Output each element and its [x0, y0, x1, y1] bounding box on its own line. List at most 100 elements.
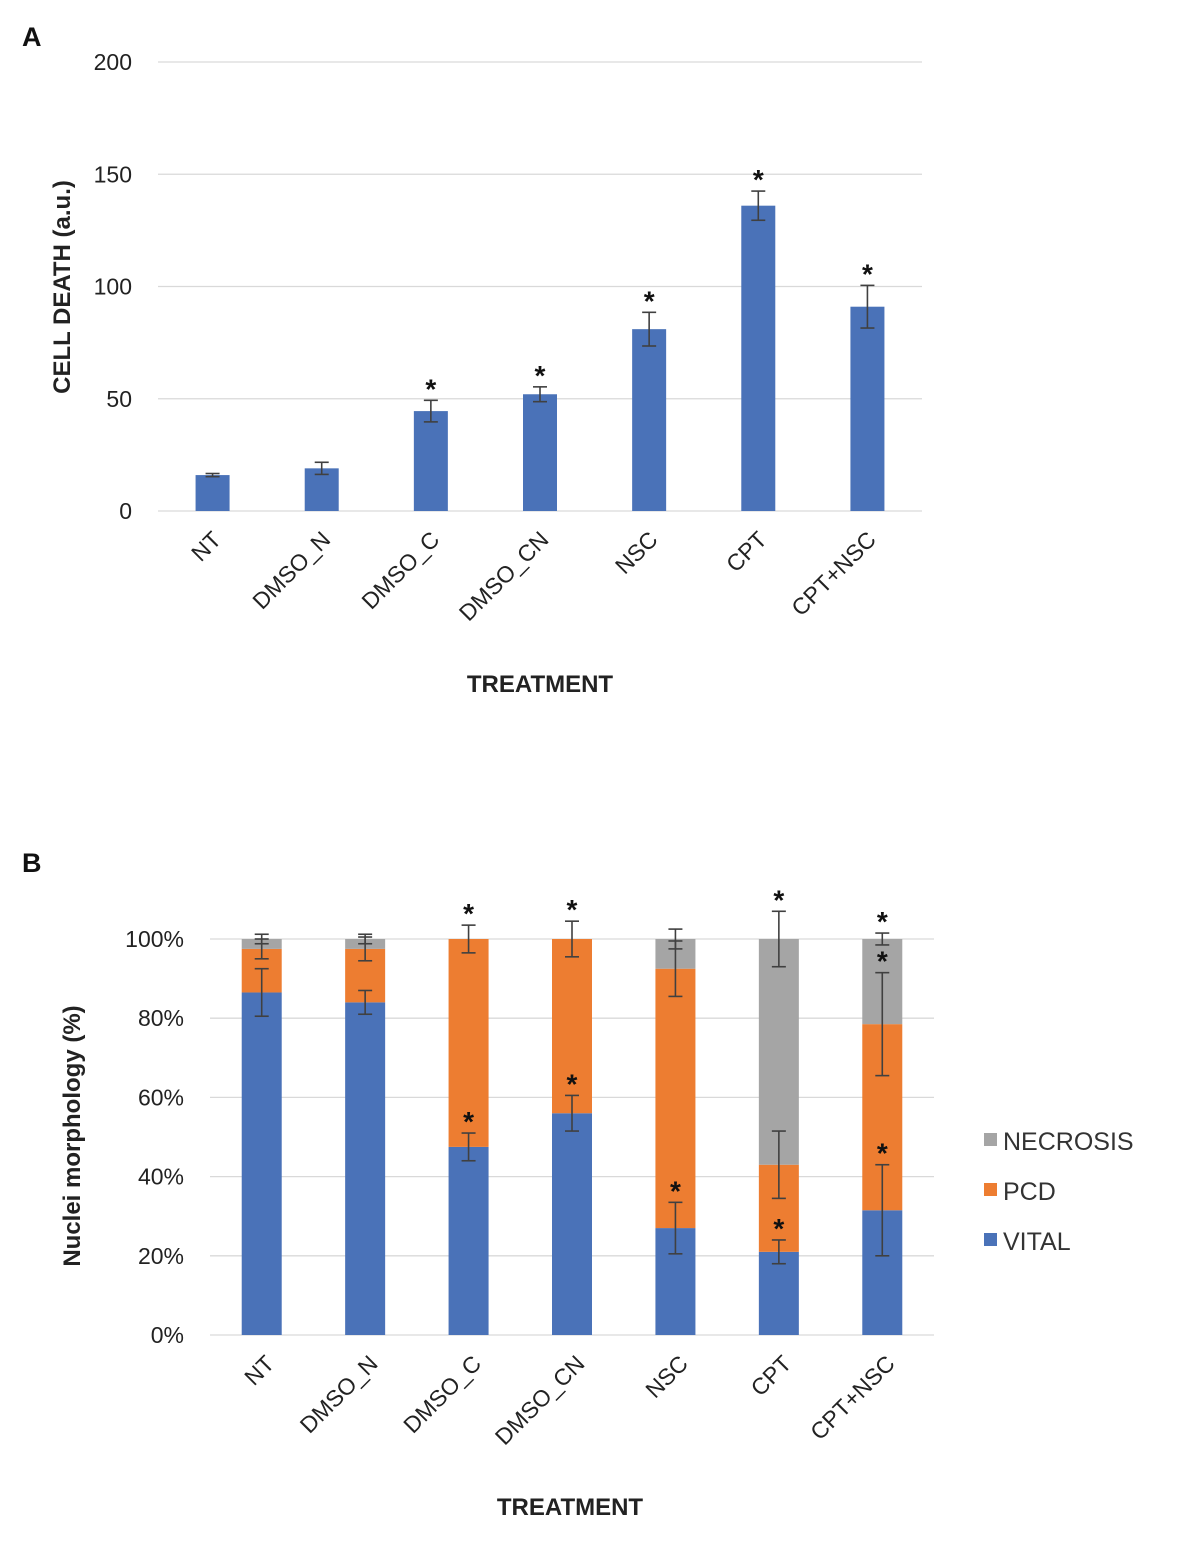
panel-b-y-tick-60: 60%	[138, 1084, 184, 1110]
panel-a-error-nsc	[642, 311, 657, 347]
panel-a-error-dmso-c	[423, 399, 438, 423]
legend-item-vital: VITAL	[984, 1228, 1071, 1256]
panel-a-bar-dmso-c	[413, 411, 448, 511]
panel-b-error-nsc-vital	[668, 1201, 683, 1255]
panel-a-y-tick-100: 100	[94, 274, 132, 300]
panel-a-gridlines	[158, 61, 922, 512]
panel-b-bar-dmso-cn-vital	[552, 1113, 592, 1335]
legend-label-necrosis: NECROSIS	[1003, 1128, 1134, 1156]
panel-b-error-dmso-c-pcd	[461, 924, 476, 954]
panel-b-error-cpt-pcd	[771, 1130, 786, 1200]
panel-b-y-tick-0: 0%	[151, 1322, 184, 1348]
panel-b-error-cpt-nsc-necrosis	[875, 932, 890, 946]
panel-a-error-cpt-nsc	[860, 284, 875, 329]
panel-b-y-tick-40: 40%	[138, 1164, 184, 1190]
panel-a-bar-nt	[195, 475, 230, 511]
panel-b-error-nsc-necrosis	[668, 928, 683, 950]
panel-a-x-tick-cpt: CPT	[721, 526, 772, 577]
panel-a-y-ticks: 0 50 100 150 200	[94, 49, 132, 524]
panel-b-star-cpt-nsc-necrosis: *	[877, 906, 888, 937]
panel-b-bar-dmso-c-vital	[448, 1146, 489, 1335]
panel-b-error-dmso-cn-vital	[565, 1094, 579, 1132]
legend-item-pcd: PCD	[984, 1178, 1056, 1206]
panel-b-bar-dmso-c-pcd	[448, 939, 489, 1147]
panel-a-error-cpt	[751, 190, 766, 222]
panel-a-error-nt	[205, 472, 220, 478]
panel-b-x-tick-nsc: NSC	[640, 1350, 693, 1403]
panel-b-star-nsc-vital: *	[670, 1175, 681, 1206]
panel-b-bar-dmso-cn-pcd	[552, 939, 592, 1114]
panel-a-error-dmso-cn	[533, 386, 547, 403]
panel-b-star-dmso-c-pcd: *	[463, 898, 474, 929]
panel-b-error-bars	[254, 910, 890, 1265]
panel-a-chart: A 0 50 100 150 200 * * * * * NT DMSO_N DMSO_C DMSO_…	[22, 22, 922, 698]
panel-b-star-dmso-c-vital: *	[463, 1106, 474, 1137]
panel-b-error-dmso-cn-pcd	[565, 920, 579, 958]
panel-a-star-dmso-c: *	[425, 373, 436, 404]
panel-a-bar-nsc	[632, 329, 667, 511]
panel-b-y-tick-80: 80%	[138, 1005, 184, 1031]
panel-a-x-tick-dmso-cn: DMSO_CN	[454, 526, 554, 626]
panel-a-bars	[195, 205, 885, 511]
panel-b-error-dmso-n-vital	[358, 989, 373, 1016]
panel-a-letter: A	[22, 22, 42, 52]
panel-a-y-tick-200: 200	[94, 49, 132, 75]
legend-swatch-necrosis	[984, 1133, 997, 1146]
panel-a-bar-dmso-n	[304, 468, 339, 511]
panel-b-y-axis-title: Nuclei morphology (%)	[59, 1005, 86, 1266]
panel-b-star-cpt-nsc-pcd: *	[877, 946, 888, 977]
panel-a-x-tick-dmso-n: DMSO_N	[247, 526, 335, 614]
panel-b-x-tick-dmso-cn: DMSO_CN	[490, 1350, 590, 1450]
panel-b-letter: B	[22, 848, 42, 878]
panel-b-x-tick-cpt-nsc: CPT+NSC	[805, 1350, 900, 1445]
panel-b-error-nt-vital	[254, 967, 269, 1018]
panel-b-legend: NECROSIS PCD VITAL	[984, 1128, 1134, 1256]
panel-b-x-tick-cpt: CPT	[745, 1350, 796, 1401]
panel-a-x-ticks: NT DMSO_N DMSO_C DMSO_CN NSC CPT CPT+NSC	[186, 526, 881, 626]
panel-b-y-ticks: 0% 20% 40% 60% 80% 100%	[125, 926, 184, 1348]
panel-b-x-ticks: NT DMSO_N DMSO_C DMSO_CN NSC CPT CPT+NSC	[239, 1350, 900, 1450]
panel-a-y-axis-title: CELL DEATH (a.u.)	[49, 180, 76, 394]
panel-a-y-tick-150: 150	[94, 161, 132, 187]
legend-item-necrosis: NECROSIS	[984, 1128, 1134, 1156]
legend-swatch-vital	[984, 1233, 997, 1246]
panel-a-x-tick-nsc: NSC	[610, 526, 663, 579]
panel-b-star-cpt-nsc-vital: *	[877, 1138, 888, 1169]
panel-a-y-tick-50: 50	[106, 386, 132, 412]
panel-b-star-cpt-vital: *	[773, 1213, 784, 1244]
panel-a-x-axis-title: TREATMENT	[467, 671, 614, 698]
panel-b-error-cpt-nsc-pcd	[875, 971, 890, 1077]
panel-a-bar-dmso-cn	[523, 394, 557, 511]
legend-label-pcd: PCD	[1003, 1178, 1056, 1206]
panel-b-error-cpt-vital	[771, 1239, 786, 1265]
panel-b-error-cpt-nsc-vital	[875, 1163, 890, 1257]
panel-b-error-nt-necrosis	[254, 933, 269, 945]
panel-a-star-nsc: *	[644, 285, 655, 316]
panel-b-error-cpt-necrosis	[771, 910, 786, 968]
panel-b-bar-nt-vital	[241, 992, 282, 1335]
panel-a-bar-cpt	[741, 205, 776, 511]
panel-a-star-dmso-cn: *	[535, 360, 546, 391]
panel-b-chart: B 0% 20% 40% 60% 80% 100% * * * * * * * * * * NT DMSO_N…	[22, 848, 1134, 1521]
panel-a-x-tick-cpt-nsc: CPT+NSC	[786, 526, 881, 621]
panel-a-x-tick-dmso-c: DMSO_C	[356, 526, 444, 614]
panel-b-bar-cpt-vital	[758, 1251, 799, 1335]
panel-b-y-tick-100: 100%	[125, 926, 184, 952]
panel-b-x-tick-dmso-n: DMSO_N	[295, 1350, 383, 1438]
panel-b-bar-cpt-necrosis	[758, 939, 799, 1165]
panel-a-significance: * * * * *	[425, 164, 873, 404]
panel-a-error-dmso-n	[314, 461, 329, 476]
panel-b-x-tick-dmso-c: DMSO_C	[398, 1350, 486, 1438]
legend-swatch-pcd	[984, 1183, 997, 1196]
panel-b-y-tick-20: 20%	[138, 1243, 184, 1269]
panel-b-stacked-bars	[241, 939, 903, 1335]
panel-a-x-tick-nt: NT	[186, 526, 226, 566]
panel-a-bar-cpt-nsc	[850, 306, 885, 511]
panel-b-x-tick-nt: NT	[239, 1350, 279, 1390]
legend-label-vital: VITAL	[1003, 1228, 1071, 1256]
panel-a-star-cpt-nsc: *	[862, 258, 873, 289]
panel-a-star-cpt: *	[753, 164, 764, 195]
panel-b-star-dmso-cn-vital: *	[567, 1068, 578, 1099]
panel-b-significance: * * * * * * * * * *	[463, 884, 888, 1244]
